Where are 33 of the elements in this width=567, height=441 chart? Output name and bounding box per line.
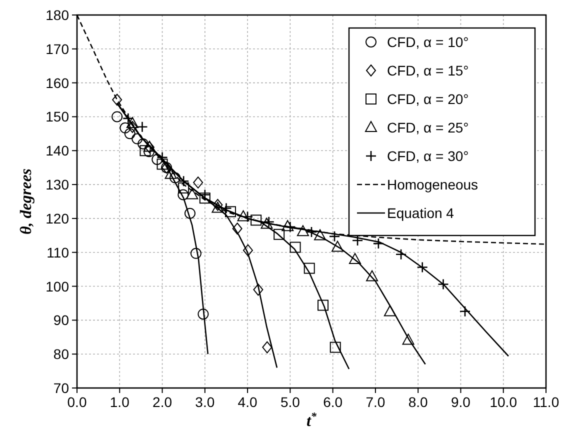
legend-label: CFD, α = 10° bbox=[387, 34, 469, 50]
y-tick-label: 150 bbox=[46, 108, 70, 125]
y-tick-label: 180 bbox=[46, 7, 70, 23]
x-tick-label: 11.0 bbox=[532, 394, 560, 410]
x-tick-label: 8.0 bbox=[408, 394, 428, 410]
x-tick-label: 7.0 bbox=[366, 394, 386, 410]
y-tick-label: 120 bbox=[46, 210, 70, 226]
y-tick-label: 170 bbox=[46, 40, 70, 57]
y-tick-label: 90 bbox=[53, 312, 70, 328]
legend-label: CFD, α = 20° bbox=[387, 91, 469, 107]
y-tick-label: 70 bbox=[53, 380, 70, 396]
y-axis-title: θ, degrees bbox=[18, 168, 35, 235]
legend-label: CFD, α = 15° bbox=[387, 62, 469, 78]
legend-label: CFD, α = 25° bbox=[387, 120, 469, 136]
x-tick-label: 10.0 bbox=[490, 394, 518, 410]
y-tick-label: 100 bbox=[46, 278, 70, 294]
x-tick-label: 5.0 bbox=[280, 394, 300, 410]
legend-label: Homogeneous bbox=[387, 176, 478, 192]
x-tick-label: 0.0 bbox=[67, 394, 87, 410]
x-tick-label: 2.0 bbox=[152, 394, 172, 410]
x-tick-label: 1.0 bbox=[110, 394, 130, 410]
y-tick-label: 160 bbox=[46, 74, 70, 91]
x-tick-label: 9.0 bbox=[450, 394, 471, 410]
x-tick-label: 6.0 bbox=[323, 394, 343, 410]
legend-label: CFD, α = 30° bbox=[387, 148, 469, 164]
y-tick-label: 140 bbox=[46, 142, 70, 159]
x-axis-title: t$^{*}$ bbox=[306, 411, 317, 430]
x-tick-label: 4.0 bbox=[238, 394, 258, 410]
y-tick-label: 80 bbox=[53, 346, 70, 362]
y-tick-label: 110 bbox=[46, 244, 70, 260]
y-tick-label: 130 bbox=[46, 176, 70, 193]
legend-label: Equation 4 bbox=[387, 205, 454, 221]
x-tick-label: 3.0 bbox=[195, 394, 215, 410]
